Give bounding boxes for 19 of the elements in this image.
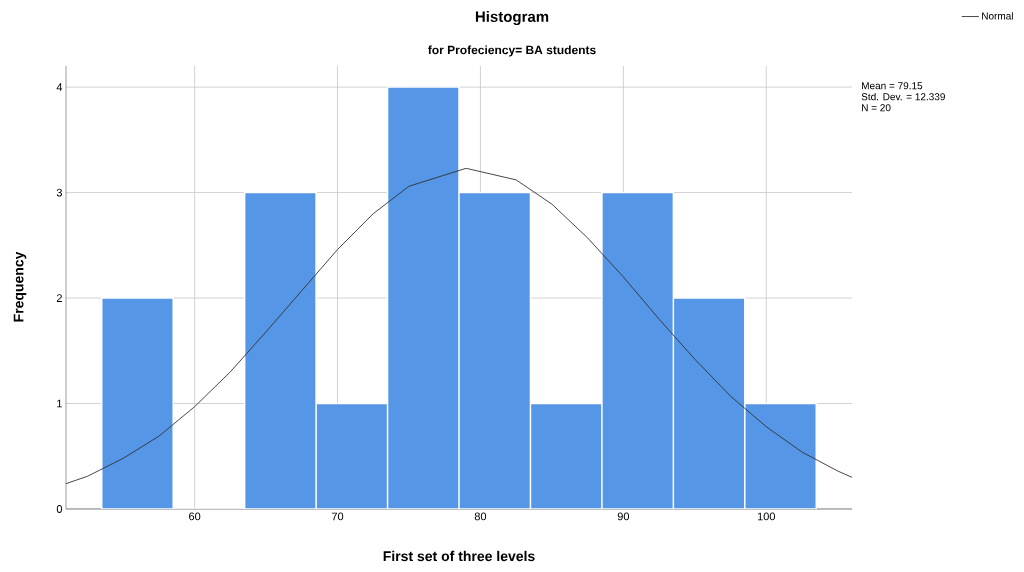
y-tick-label: 3 bbox=[56, 188, 62, 197]
x-tick-label: 90 bbox=[617, 512, 630, 521]
x-tick-label: 100 bbox=[757, 512, 775, 521]
chart-title: Histogram bbox=[475, 10, 549, 26]
x-tick-label: 60 bbox=[189, 512, 201, 521]
line-series bbox=[66, 167, 852, 485]
y-tick-label: 4 bbox=[56, 83, 63, 91]
y-tick-label: 2 bbox=[56, 294, 62, 302]
text: Std. Dev. = 12.339 bbox=[861, 92, 945, 101]
x-tick-label: 70 bbox=[331, 512, 344, 521]
chart-subtitle: for Profeciency= BA students bbox=[428, 45, 596, 57]
legend-label: Normal bbox=[982, 12, 1013, 20]
text: Mean = 79.15 bbox=[862, 82, 923, 90]
y-axis-title: Frequency bbox=[13, 251, 27, 322]
x-tick-label: 80 bbox=[474, 512, 487, 521]
y-tick-label: 0 bbox=[56, 505, 63, 513]
y-tick-label: 1 bbox=[57, 399, 62, 408]
text: N = 20 bbox=[862, 104, 891, 112]
x-axis-title: First set of three levels bbox=[383, 550, 535, 562]
